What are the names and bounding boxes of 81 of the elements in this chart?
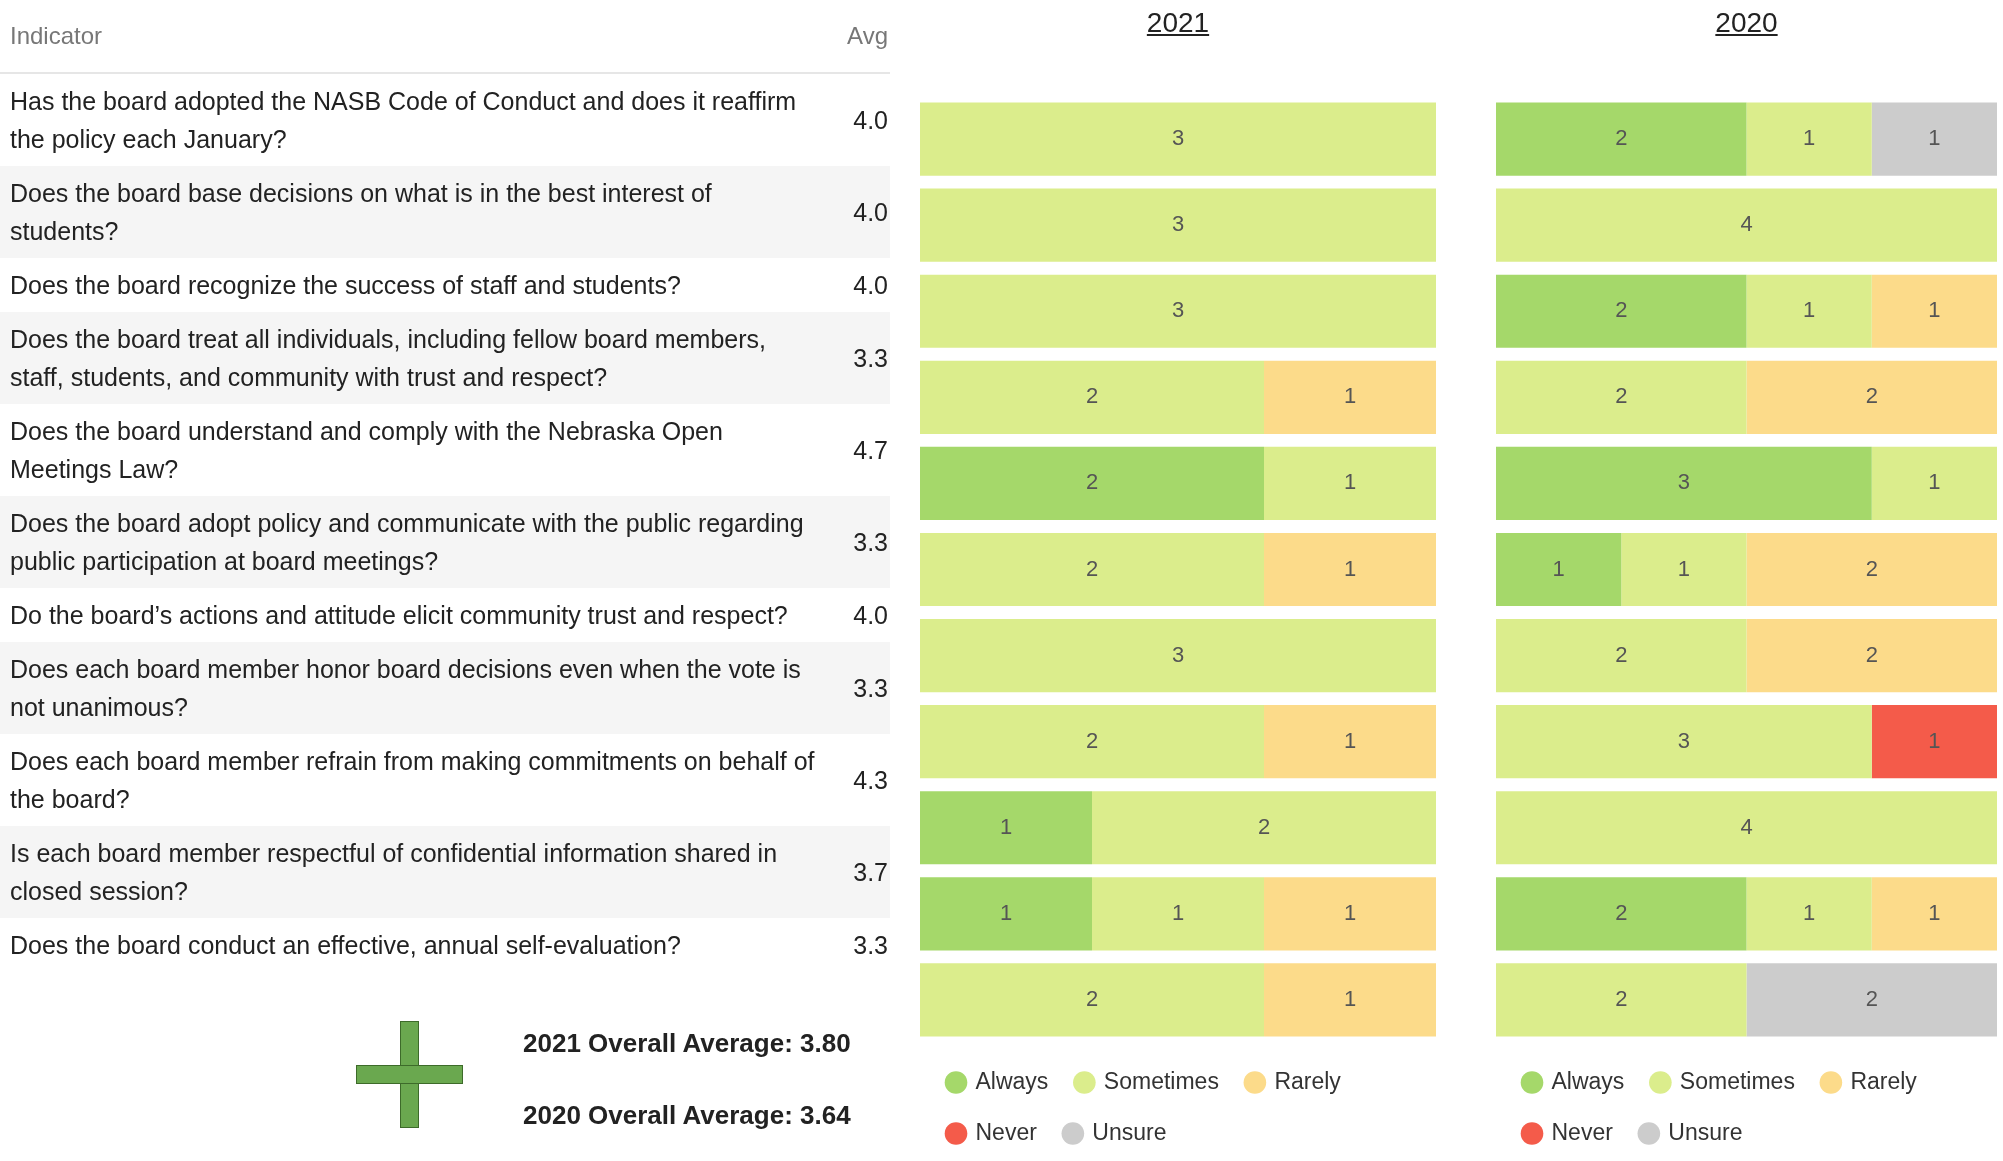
data-label: 1 [1343,727,1357,753]
legend-label: Sometimes [1679,1067,1795,1094]
data-label: 1 [1928,727,1941,753]
legend-label: Always [1551,1067,1625,1094]
data-label: 1 [1343,469,1357,495]
category-label: Does the board adopt policy and communicate with the public regarding public participation at board meetings? [10,508,805,577]
legend-label: Rarely [1274,1067,1342,1094]
data-label: 2 [1257,813,1271,839]
data-label: 2 [1865,555,1878,581]
data-label: 2 [1085,383,1099,409]
category-label: Is each board member respectful of confidential information shared in closed session? [10,838,779,907]
legend-label: Sometimes [1103,1067,1219,1094]
text: 3.3 [853,674,888,702]
data-label: 1 [1928,125,1941,151]
legend-label: Unsure [1668,1118,1743,1145]
data-label: 2 [1615,986,1628,1012]
category-label: Does the board treat all individuals, including fellow board members, staff, students, and community with trust and respect? [10,324,767,393]
data-label: 2 [1865,641,1878,667]
text: 4.0 [853,198,888,226]
category-label: Does each board member refrain from making commitments on behalf of the board? [10,746,815,815]
data-label: 1 [1928,297,1941,323]
data-label: 2 [1615,641,1628,667]
data-label: 1 [1677,555,1690,581]
category-label: Has the board adopted the NASB Code of Conduct and does it reaffirm the policy each January? [10,86,798,155]
data-label: 3 [1677,727,1690,753]
data-label: 2 [1085,727,1099,753]
legend-label: Unsure [1092,1118,1167,1145]
data-label: 2 [1085,469,1099,495]
legend-label: Rarely [1850,1067,1918,1094]
text: 2020 Overall Average: 3.64 [523,1100,851,1131]
data-label: 1 [1343,986,1357,1012]
data-label: 2 [1865,383,1878,409]
text: 4.0 [853,106,888,134]
category-label: Does each board member honor board decisions even when the vote is not unanimous? [10,654,802,723]
data-label: 2 [1085,986,1099,1012]
data-label: 1 [1343,555,1357,581]
text: 4.0 [853,271,888,299]
text: Indicator [10,22,103,50]
data-label: 1 [999,813,1013,839]
legend-label: Never [975,1118,1038,1145]
text: 3.3 [853,931,888,959]
data-label: 3 [1171,641,1185,667]
data-label: 1 [999,899,1013,925]
chart-title: 2020 [1714,6,1779,40]
data-label: 1 [1552,555,1565,581]
data-label: 3 [1677,469,1690,495]
category-label: Does the board recognize the success of staff and students? [10,270,682,301]
data-label: 1 [1171,899,1185,925]
data-label: 1 [1928,899,1941,925]
legend-label: Always [975,1067,1049,1094]
data-label: 1 [1803,899,1816,925]
data-label: 1 [1928,469,1941,495]
text: 3.3 [853,528,888,556]
legend-label: Never [1551,1118,1614,1145]
category-label: Do the board’s actions and attitude elicit community trust and respect? [10,600,789,631]
data-label: 3 [1171,211,1185,237]
data-label: 2 [1615,383,1628,409]
category-label: Does the board understand and comply with the Nebraska Open Meetings Law? [10,416,724,485]
text: 2021 Overall Average: 3.80 [523,1028,851,1059]
data-label: 2 [1615,125,1628,151]
data-label: 2 [1865,986,1878,1012]
chart-title: 2021 [1145,6,1211,40]
data-label: 3 [1171,125,1185,151]
data-label: 3 [1171,297,1185,323]
data-label: 1 [1343,383,1357,409]
category-label: Does the board conduct an effective, annual self-evaluation? [10,930,682,961]
data-label: 1 [1803,125,1816,151]
data-label: 2 [1085,555,1099,581]
data-label: 4 [1740,211,1753,237]
text: Avg [847,22,888,50]
data-label: 2 [1615,297,1628,323]
text: 4.3 [853,766,888,794]
text: 4.0 [853,601,888,629]
text: 3.7 [853,858,888,886]
text: 3.3 [853,344,888,372]
data-label: 2 [1615,899,1628,925]
data-label: 1 [1343,899,1357,925]
category-label: Does the board base decisions on what is in the best interest of students? [10,178,713,247]
data-label: 1 [1803,297,1816,323]
data-label: 4 [1740,813,1753,839]
text: 4.7 [853,436,888,464]
